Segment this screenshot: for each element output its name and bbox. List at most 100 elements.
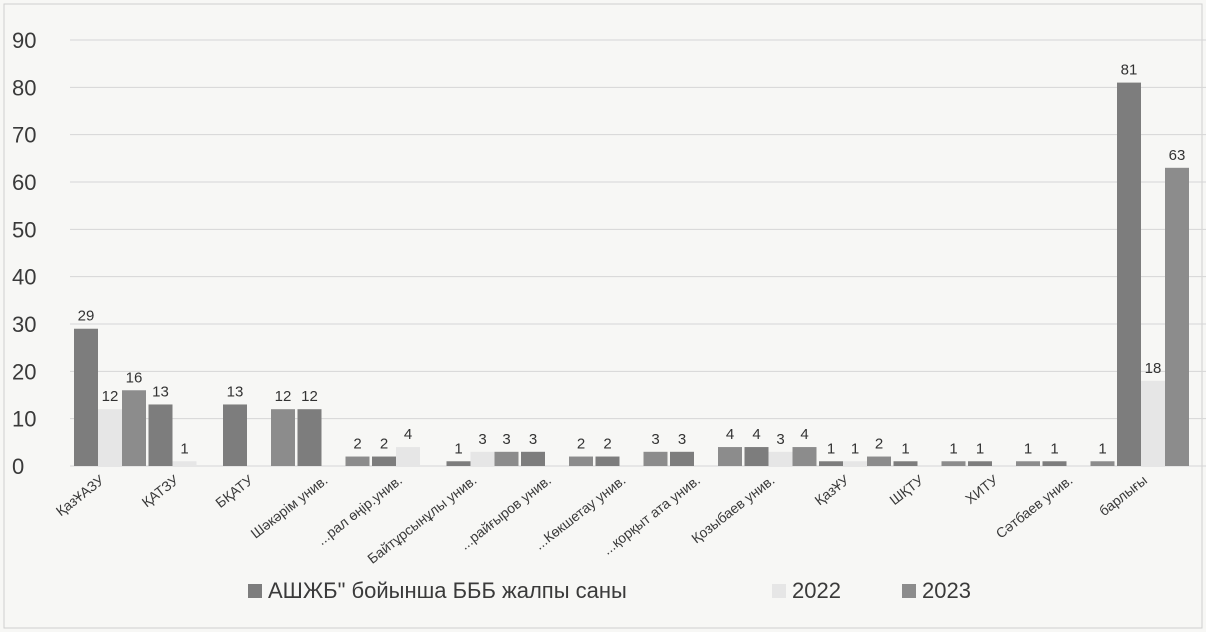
bar-0-1 <box>148 404 173 466</box>
legend-label-1: 2022 <box>792 578 841 603</box>
data-label-0-1: 13 <box>152 383 169 400</box>
bar-0-14 <box>1117 82 1141 466</box>
legend-label-0: АШЖБ" бойынша БББ жалпы саны <box>268 578 627 603</box>
data-label-1-10: 1 <box>851 440 859 457</box>
x-category-label-13: Сәтбаев унив. <box>993 472 1076 542</box>
data-label-1-9: 3 <box>776 431 784 448</box>
data-label-2-0: 16 <box>126 369 143 386</box>
bar-0-13 <box>1042 461 1067 466</box>
bar-2-8 <box>718 447 742 466</box>
data-label-0-2: 13 <box>227 383 244 400</box>
data-label-2-12: 1 <box>1024 440 1032 457</box>
data-label-1-14: 18 <box>1145 360 1162 377</box>
bar-1-10 <box>843 461 867 466</box>
data-label-0-10: 1 <box>827 440 835 457</box>
data-label-1-4: 4 <box>404 426 412 443</box>
data-label-2-2: 12 <box>275 388 292 405</box>
legend: АШЖБ" бойынша БББ жалпы саны 2022 2023 <box>248 578 971 603</box>
data-label-0-13: 1 <box>1050 440 1058 457</box>
bar-2-14 <box>1165 167 1189 467</box>
data-label-2-11: 1 <box>949 440 957 457</box>
bar-0-8 <box>670 451 694 466</box>
bar-0-12 <box>968 461 992 466</box>
bar-2-3 <box>345 456 370 466</box>
data-label-0-0: 29 <box>78 308 95 325</box>
bar-0-11 <box>893 461 918 466</box>
y-tick-label-8: 80 <box>12 75 36 100</box>
gridlines <box>70 39 1206 467</box>
bar-1-4 <box>396 447 420 466</box>
bar-1-14 <box>1141 380 1165 466</box>
bar-2-13 <box>1090 461 1115 466</box>
bar-2-7 <box>643 451 668 466</box>
data-label-0-9: 4 <box>752 426 760 443</box>
data-label-0-4: 2 <box>380 436 388 453</box>
data-label-0-3: 12 <box>301 388 318 405</box>
bar-0-3 <box>297 409 322 466</box>
bar-2-10 <box>867 456 891 466</box>
x-category-label-0: ҚазҰАЗУ <box>53 472 107 519</box>
x-category-label-11: ШҚТУ <box>886 472 926 508</box>
bar-2-9 <box>792 447 817 466</box>
bar-2-11 <box>941 461 966 466</box>
data-label-2-5: 3 <box>502 431 510 448</box>
data-label-0-5: 1 <box>454 440 462 457</box>
legend-swatch-2 <box>902 584 916 598</box>
x-category-label-10: ҚазҰУ <box>812 472 853 509</box>
y-tick-label-3: 30 <box>12 312 36 337</box>
data-label-1-0: 12 <box>102 388 119 405</box>
bar-2-2 <box>271 409 295 466</box>
legend-label-2: 2023 <box>922 578 971 603</box>
y-tick-label-2: 20 <box>12 359 36 384</box>
data-label-2-10: 2 <box>875 436 883 453</box>
data-label-0-11: 1 <box>901 440 909 457</box>
bar-0-4 <box>372 456 396 466</box>
x-category-label-1: ҚАТЗУ <box>139 472 182 511</box>
y-tick-label-7: 70 <box>12 123 36 148</box>
bar-1-9 <box>768 451 793 466</box>
bar-2-0 <box>122 390 146 466</box>
bar-0-10 <box>819 461 843 466</box>
legend-swatch-0 <box>248 584 262 598</box>
bar-1-5 <box>470 451 495 466</box>
data-label-0-6: 3 <box>529 431 537 448</box>
data-label-0-7: 2 <box>603 436 611 453</box>
bar-0-0 <box>74 328 98 466</box>
bar-0-6 <box>521 451 545 466</box>
data-label-2-3: 2 <box>353 436 361 453</box>
data-label-1-5: 3 <box>478 431 486 448</box>
data-label-2-13: 1 <box>1098 440 1106 457</box>
y-tick-label-0: 0 <box>12 454 24 479</box>
bar-2-12 <box>1016 461 1040 466</box>
data-label-2-8: 4 <box>726 426 734 443</box>
x-category-label-14: барлығы <box>1096 472 1150 519</box>
bar-0-5 <box>446 461 471 466</box>
bar-2-5 <box>494 451 519 466</box>
x-category-label-2: БҚАТУ <box>212 472 256 511</box>
y-tick-label-1: 10 <box>12 407 36 432</box>
data-label-0-14: 81 <box>1121 62 1138 79</box>
y-tick-label-6: 60 <box>12 170 36 195</box>
y-axis-ticks: 0 10 20 30 40 50 60 70 80 90 <box>12 28 36 479</box>
y-tick-label-4: 40 <box>12 265 36 290</box>
bar-1-0 <box>98 409 122 466</box>
data-label-2-7: 3 <box>651 431 659 448</box>
bar-0-9 <box>744 447 769 466</box>
x-category-label-12: ХИТУ <box>962 472 1001 507</box>
data-label-2-6: 2 <box>577 436 585 453</box>
y-tick-label-9: 90 <box>12 28 36 53</box>
bar-1-1 <box>172 461 197 466</box>
data-label-0-12: 1 <box>976 440 984 457</box>
data-label-2-14: 63 <box>1169 147 1186 164</box>
data-label-2-9: 4 <box>800 426 808 443</box>
chart-frame <box>3 3 1203 629</box>
bar-2-6 <box>569 456 593 466</box>
data-label-0-8: 3 <box>678 431 686 448</box>
bar-0-2 <box>223 404 247 466</box>
y-tick-label-5: 50 <box>12 217 36 242</box>
bar-0-7 <box>595 456 620 466</box>
